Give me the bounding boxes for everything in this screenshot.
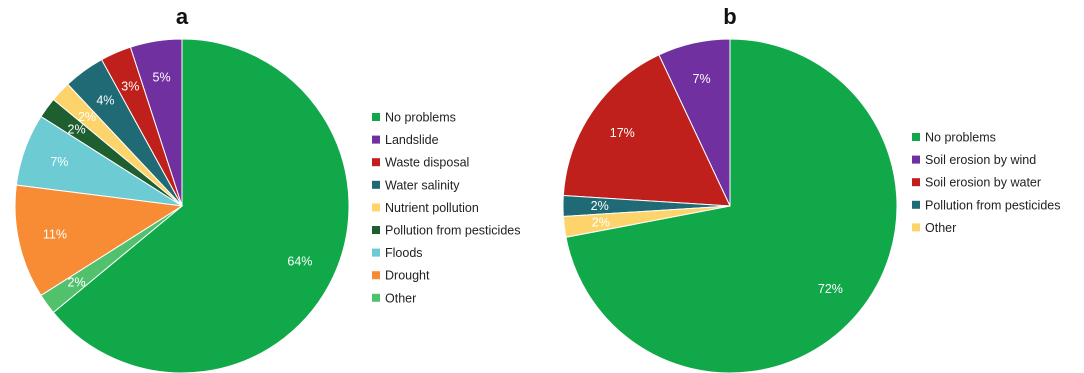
pie-a-label-floods: 7% <box>50 155 68 169</box>
legend-label-a-pollution-from-pesticides: Pollution from pesticides <box>385 224 520 238</box>
pie-b-label-no-problems: 72% <box>818 282 843 296</box>
pie-a-label-waste-disposal: 3% <box>121 80 139 94</box>
legend-label-b-soil-erosion-by-water: Soil erosion by water <box>925 176 1041 190</box>
legend-swatch-a-floods <box>372 248 380 257</box>
pie-b-label-other: 2% <box>592 215 610 229</box>
legend-label-a-nutrient-pollution: Nutrient pollution <box>385 201 479 215</box>
pie-b-slices <box>562 38 898 373</box>
legend-swatch-a-no-problems <box>372 113 380 121</box>
legend-label-a-no-problems: No problems <box>385 111 456 125</box>
pie-b-slice-no-problems <box>565 38 898 373</box>
legend-swatch-b-no-problems <box>912 133 920 141</box>
pie-a-label-nutrient-pollution: 2% <box>78 110 96 124</box>
pie-a-label-no-problems: 64% <box>287 255 312 269</box>
pie-a-label-pollution-from-pesticides: 2% <box>68 122 86 136</box>
pie-chart-b: b 72% 7% 17% 2% 2% No problems Soil erosion b… <box>562 4 1060 373</box>
legend-swatch-a-drought <box>372 271 380 280</box>
pie-chart-a: a 64%5%3%4%2%2%7%11%2% No problemsLandsl… <box>14 4 520 373</box>
legend-label-b-other: Other <box>925 221 956 235</box>
legend-swatch-a-waste-disposal <box>372 158 380 167</box>
legend-swatch-a-nutrient-pollution <box>372 203 380 212</box>
legend-swatch-b-other <box>912 223 920 232</box>
pie-a-label-drought: 11% <box>43 227 67 241</box>
legend-swatch-a-water-salinity <box>372 180 380 189</box>
legend-label-b-soil-erosion-by-wind: Soil erosion by wind <box>925 153 1036 167</box>
pie-a-slice-labels: 64%5%3%4%2%2%7%11%2% <box>43 70 313 289</box>
legend-swatch-a-other <box>372 293 380 302</box>
legend-swatch-b-pollution-from-pesticides <box>912 200 920 209</box>
pie-b-slice-other <box>562 205 731 238</box>
pie-a-slices <box>14 38 350 373</box>
pie-a-slice-drought <box>14 184 184 297</box>
pie-a-label-landslide: 5% <box>153 70 171 84</box>
panel-title-a: a <box>176 4 189 29</box>
pie-a-slice-no-problems <box>52 38 350 373</box>
legend-label-a-landslide: Landslide <box>385 133 439 147</box>
panel-title-b: b <box>723 4 736 29</box>
legend-label-a-other: Other <box>385 291 416 305</box>
legend-swatch-a-pollution-from-pesticides <box>372 226 380 234</box>
pie-b-label-pollution-from-pesticides: 2% <box>591 199 609 213</box>
legend-swatch-a-landslide <box>372 135 380 144</box>
pie-a-legend: No problems Landslide Waste disposal Water … <box>372 111 520 305</box>
pie-a-label-water-salinity: 4% <box>96 94 114 108</box>
pie-b-label-soil-erosion-by-wind: 7% <box>693 72 711 86</box>
pie-b-slice-soil-erosion-by-water <box>562 54 731 207</box>
pie-b-legend: No problems Soil erosion by wind Soil eros… <box>912 131 1060 235</box>
legend-label-b-no-problems: No problems <box>925 131 996 145</box>
pie-a-slice-other <box>40 205 183 314</box>
legend-label-a-floods: Floods <box>385 246 423 260</box>
legend-label-a-water-salinity: Water salinity <box>385 178 460 192</box>
legend-label-a-drought: Drought <box>385 269 430 283</box>
pie-b-label-soil-erosion-by-water: 17% <box>610 126 635 140</box>
legend-swatch-b-soil-erosion-by-water <box>912 178 920 187</box>
pie-a-label-other: 2% <box>68 276 86 290</box>
legend-swatch-b-soil-erosion-by-wind <box>912 155 920 164</box>
pie-b-slice-labels: 72% 7% 17% 2% 2% <box>591 72 843 296</box>
legend-label-a-waste-disposal: Waste disposal <box>385 156 469 170</box>
legend-label-b-pollution-from-pesticides: Pollution from pesticides <box>925 198 1060 212</box>
